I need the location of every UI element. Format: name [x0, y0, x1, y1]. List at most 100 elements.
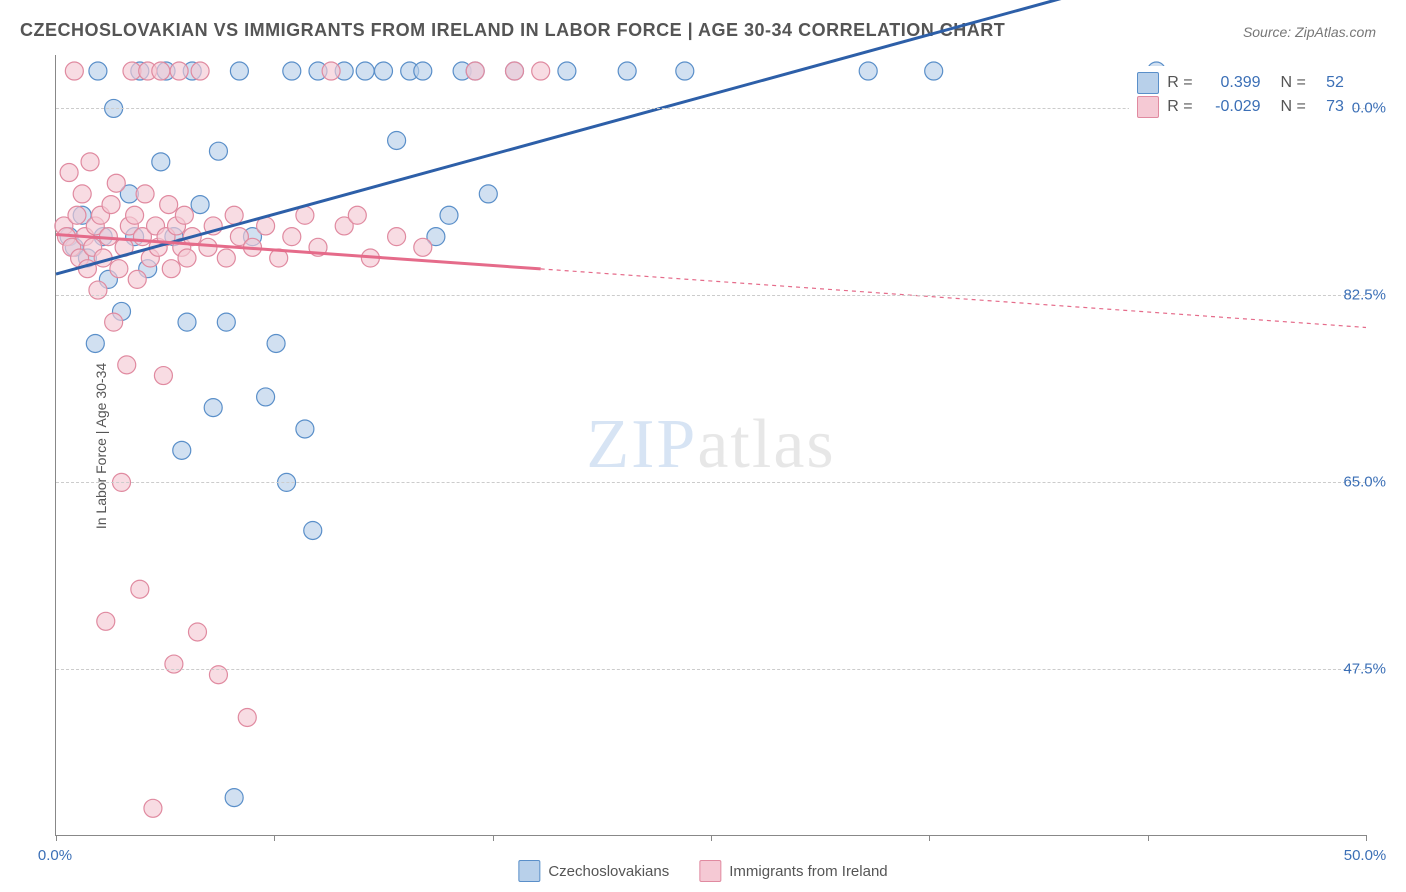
data-point-ie	[73, 185, 91, 203]
plot-svg	[56, 55, 1366, 835]
data-point-cz	[618, 62, 636, 80]
data-point-cz	[209, 142, 227, 160]
legend-item: Immigrants from Ireland	[699, 860, 887, 882]
data-point-cz	[558, 62, 576, 80]
data-point-cz	[225, 789, 243, 807]
r-value: -0.029	[1201, 98, 1261, 116]
data-point-cz	[86, 334, 104, 352]
r-value: 0.399	[1201, 74, 1261, 92]
gridline-h	[56, 669, 1366, 670]
data-point-ie	[170, 62, 188, 80]
data-point-ie	[160, 196, 178, 214]
data-point-ie	[68, 206, 86, 224]
data-point-ie	[178, 249, 196, 267]
data-point-ie	[191, 62, 209, 80]
data-point-cz	[925, 62, 943, 80]
data-point-ie	[65, 62, 83, 80]
data-point-cz	[89, 62, 107, 80]
data-point-ie	[175, 206, 193, 224]
data-point-ie	[283, 228, 301, 246]
data-point-ie	[152, 62, 170, 80]
x-tick	[711, 835, 712, 841]
n-value: 52	[1314, 74, 1344, 92]
data-point-ie	[128, 270, 146, 288]
data-point-ie	[322, 62, 340, 80]
data-point-ie	[238, 708, 256, 726]
x-tick	[274, 835, 275, 841]
data-point-ie	[466, 62, 484, 80]
chart-title: CZECHOSLOVAKIAN VS IMMIGRANTS FROM IRELA…	[20, 20, 1005, 41]
data-point-ie	[136, 185, 154, 203]
n-label: N =	[1281, 98, 1306, 116]
data-point-ie	[144, 799, 162, 817]
data-point-cz	[356, 62, 374, 80]
data-point-cz	[178, 313, 196, 331]
data-point-cz	[257, 388, 275, 406]
data-point-ie	[102, 196, 120, 214]
legend-stats-row: R = 0.399 N = 52	[1137, 72, 1344, 94]
legend-stats-row: R = -0.029 N = 73	[1137, 96, 1344, 118]
data-point-cz	[388, 131, 406, 149]
data-point-cz	[217, 313, 235, 331]
gridline-h	[56, 482, 1366, 483]
data-point-cz	[375, 62, 393, 80]
data-point-cz	[479, 185, 497, 203]
data-point-cz	[230, 62, 248, 80]
legend-swatch	[1137, 96, 1159, 118]
trendline-cz	[56, 0, 1156, 274]
data-point-ie	[60, 164, 78, 182]
data-point-ie	[162, 260, 180, 278]
y-tick-label: 82.5%	[1343, 287, 1386, 304]
data-point-cz	[283, 62, 301, 80]
x-tick	[493, 835, 494, 841]
data-point-ie	[81, 153, 99, 171]
data-point-ie	[126, 206, 144, 224]
data-point-cz	[267, 334, 285, 352]
data-point-ie	[131, 580, 149, 598]
x-tick-label: 50.0%	[1344, 847, 1387, 864]
x-tick	[1148, 835, 1149, 841]
legend-swatch	[699, 860, 721, 882]
legend-label: Czechoslovakians	[548, 863, 669, 880]
data-point-ie	[414, 238, 432, 256]
x-tick-label: 0.0%	[38, 847, 72, 864]
data-point-ie	[105, 313, 123, 331]
trendline-ext-ie	[541, 269, 1366, 328]
data-point-ie	[199, 238, 217, 256]
legend-swatch	[518, 860, 540, 882]
plot-area: ZIPatlas	[55, 55, 1366, 836]
data-point-ie	[107, 174, 125, 192]
source-label: Source: ZipAtlas.com	[1243, 24, 1376, 40]
data-point-ie	[348, 206, 366, 224]
data-point-ie	[217, 249, 235, 267]
data-point-cz	[191, 196, 209, 214]
x-tick	[929, 835, 930, 841]
legend-item: Czechoslovakians	[518, 860, 669, 882]
legend-swatch	[1137, 72, 1159, 94]
data-point-ie	[506, 62, 524, 80]
data-point-cz	[859, 62, 877, 80]
legend-stats: R = 0.399 N = 52 R = -0.029 N = 73	[1129, 66, 1352, 124]
data-point-ie	[532, 62, 550, 80]
data-point-ie	[388, 228, 406, 246]
data-point-ie	[97, 612, 115, 630]
x-tick	[1366, 835, 1367, 841]
r-label: R =	[1167, 74, 1192, 92]
data-point-cz	[440, 206, 458, 224]
gridline-h	[56, 295, 1366, 296]
data-point-cz	[152, 153, 170, 171]
data-point-cz	[173, 441, 191, 459]
data-point-ie	[110, 260, 128, 278]
n-label: N =	[1281, 74, 1306, 92]
y-tick-label: 47.5%	[1343, 661, 1386, 678]
data-point-cz	[304, 521, 322, 539]
n-value: 73	[1314, 98, 1344, 116]
legend-label: Immigrants from Ireland	[729, 863, 887, 880]
data-point-ie	[188, 623, 206, 641]
data-point-cz	[204, 399, 222, 417]
r-label: R =	[1167, 98, 1192, 116]
data-point-cz	[296, 420, 314, 438]
x-tick	[56, 835, 57, 841]
chart-container: CZECHOSLOVAKIAN VS IMMIGRANTS FROM IRELA…	[0, 0, 1406, 892]
data-point-cz	[676, 62, 694, 80]
